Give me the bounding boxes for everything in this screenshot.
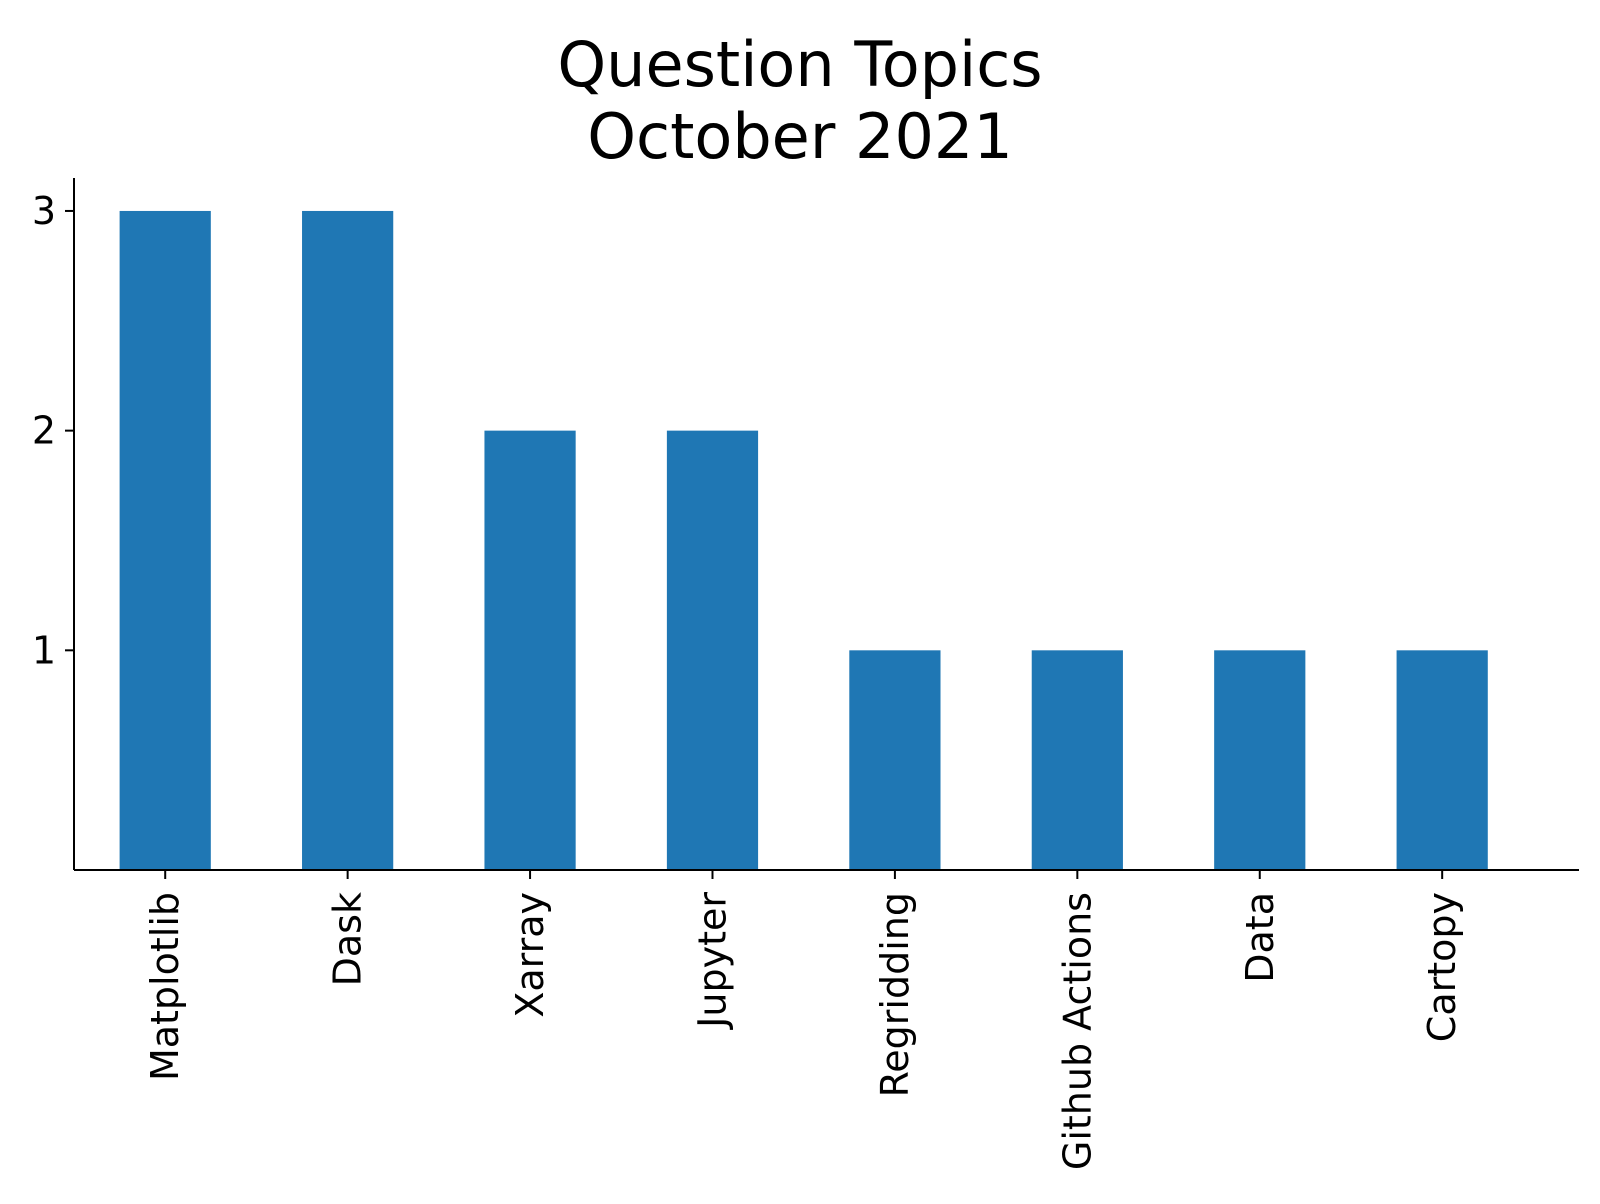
y-tick-label: 1 [32,628,56,672]
x-tick-label: Jupyter [690,892,734,1030]
bar-matplotlib [119,210,211,870]
bar-regridding [849,650,941,870]
x-tick-label: Dask [326,892,370,986]
y-tick-label: 2 [32,409,56,453]
bar-dask [302,210,394,870]
bar-xarray [484,430,576,870]
x-tick-label: Matplotlib [143,892,187,1081]
chart-title-line-2: October 2021 [587,100,1013,173]
y-tick-label: 3 [32,189,56,233]
bar-jupyter [666,430,759,870]
bar-github-actions [1031,650,1123,870]
bar-cartopy [1396,650,1488,870]
x-tick-label: Xarray [508,892,552,1018]
bar-data [1214,650,1306,870]
x-tick-label: Regridding [873,892,917,1097]
chart-title-line-1: Question Topics [557,28,1043,101]
x-tick-label: Cartopy [1420,892,1464,1042]
x-tick-label: Github Actions [1055,892,1099,1170]
x-tick-label: Data [1238,892,1282,983]
